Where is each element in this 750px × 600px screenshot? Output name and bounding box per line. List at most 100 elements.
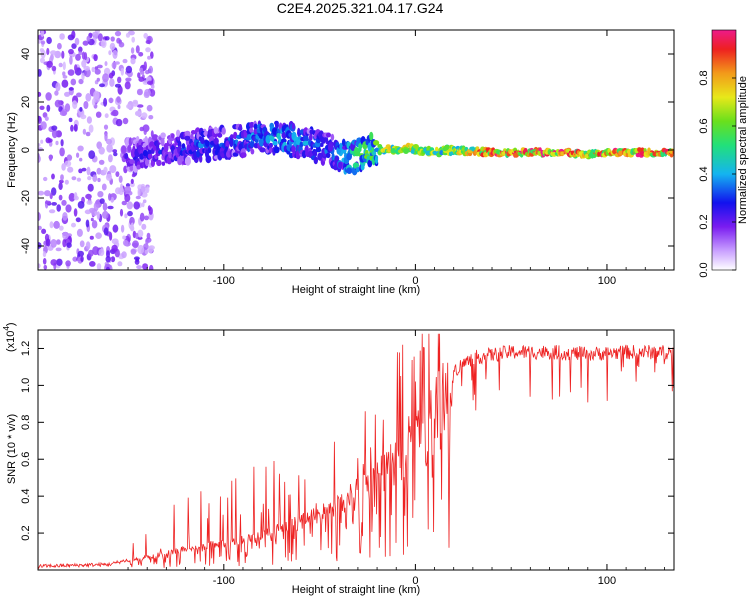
spectrogram-noise-cell <box>51 202 57 206</box>
spectrogram-signal-cell <box>163 142 169 153</box>
spectrogram-signal-cell <box>160 132 166 139</box>
spectrogram-noise-cell <box>139 212 145 222</box>
spectrogram-signal-core <box>448 148 452 152</box>
snr-frame <box>37 329 675 571</box>
spectrogram-noise-cell <box>105 173 113 181</box>
spectrogram-noise-cell <box>135 257 139 262</box>
spectrogram-noise-cell <box>143 127 147 136</box>
spectrogram-signal-cell <box>372 151 377 156</box>
spectrogram-signal-cell <box>584 153 589 159</box>
spectrogram-noise-cell <box>129 182 135 188</box>
spectrogram-noise-cell <box>56 239 61 245</box>
spectrogram-signal-core <box>486 150 490 154</box>
spectrogram-signal-cell <box>647 147 651 153</box>
spectrogram-signal-cell <box>291 144 296 154</box>
spectrogram-signal-cell <box>444 144 450 151</box>
spectrogram-noise-cell <box>62 212 68 221</box>
spectrogram-noise-cell <box>42 258 47 265</box>
spectrogram-signal-cell <box>326 132 331 138</box>
spectrogram-noise-cell <box>73 124 78 132</box>
spectrogram-noise-cell <box>74 37 80 46</box>
spectrogram-noise-cell <box>38 69 42 77</box>
spectrogram-ytick-label: 0 <box>20 147 32 153</box>
spectrogram-noise-cell <box>136 265 143 270</box>
spectrogram-noise-cell <box>58 194 63 201</box>
spectrogram-noise-cell <box>105 266 110 270</box>
spectrogram-noise-cell <box>119 208 124 217</box>
spectrogram-noise-cell <box>83 101 89 109</box>
colorbar-tick-label: 0.4 <box>698 166 710 181</box>
spectrogram-noise-cell <box>64 160 72 167</box>
spectrogram-signal-cell <box>190 133 194 140</box>
spectrogram-noise-cell <box>58 225 64 231</box>
spectrogram-noise-cell <box>64 91 71 97</box>
spectrogram-noise-cell <box>81 167 87 172</box>
spectrogram-noise-cell <box>55 140 59 146</box>
spectrogram-xtick-label: 0 <box>412 275 418 287</box>
spectrogram-noise-cell <box>67 166 74 173</box>
spectrogram-noise-cell <box>58 182 63 190</box>
colorbar-tick-label: 0.0 <box>698 262 710 277</box>
spectrogram-signal-cell <box>241 152 247 158</box>
spectrogram-noise-cell <box>108 193 112 201</box>
spectrogram-signal-cell <box>160 137 165 147</box>
spectrogram-noise-cell <box>92 174 98 182</box>
spectrogram-noise-cell <box>49 154 53 162</box>
spectrogram-noise-cell <box>145 70 150 75</box>
spectrogram-signal-cell <box>156 141 160 151</box>
spectrogram-noise-cell <box>118 41 125 48</box>
figure-title: C2E4.2025.321.04.17.G24 <box>277 0 444 16</box>
spectrogram-noise-cell <box>65 260 71 267</box>
spectrogram-noise-cell <box>49 221 54 229</box>
spectrogram-noise-cell <box>67 69 75 76</box>
spectrogram-noise-cell <box>124 213 128 219</box>
spectrogram-noise-cell <box>97 191 104 198</box>
spectrogram-noise-cell <box>109 42 116 51</box>
spectrogram-noise-cell <box>140 70 145 75</box>
spectrogram-noise-cell <box>78 78 84 85</box>
spectrogram-noise-cell <box>96 167 102 175</box>
spectrogram-noise-cell <box>76 152 80 158</box>
spectrogram-noise-cell <box>135 195 141 200</box>
spectrogram-noise-cell <box>51 125 58 131</box>
spectrogram-noise-cell <box>124 185 132 194</box>
spectrogram-noise-cell <box>102 73 109 83</box>
spectrogram-signal-cell <box>213 138 219 145</box>
spectrogram-noise-cell <box>122 117 129 125</box>
spectrogram-noise-cell <box>40 121 47 130</box>
spectrogram-noise-cell <box>137 244 145 255</box>
spectrogram-noise-cell <box>40 30 45 37</box>
spectrogram-noise-cell <box>45 238 51 247</box>
spectrogram-signal-cell <box>268 142 273 149</box>
snr-xtick-label: 100 <box>598 575 616 587</box>
spectrogram-noise-cell <box>85 131 91 137</box>
spectrogram-noise-cell <box>104 61 108 67</box>
spectrogram-signal-core <box>672 150 674 154</box>
spectrogram-noise-cell <box>138 76 145 82</box>
spectrogram-noise-cell <box>117 76 122 84</box>
spectrogram-noise-cell <box>98 248 105 257</box>
colorbar-label: Normalized spectral amplitude <box>737 76 749 224</box>
spectrogram-noise-cell <box>136 88 143 96</box>
spectrogram-noise-cell <box>145 40 151 44</box>
spectrogram-noise-cell <box>46 60 53 68</box>
spectrogram-noise-cell <box>68 87 74 91</box>
spectrogram-signal-cell <box>325 152 331 159</box>
spectrogram-noise-cell <box>140 186 146 193</box>
spectrogram-signal-cell <box>253 123 258 130</box>
spectrogram-noise-cell <box>51 187 57 196</box>
spectrogram-noise-cell <box>59 110 67 116</box>
spectrogram-noise-cell <box>62 71 66 76</box>
spectrogram-noise-cell <box>88 207 96 213</box>
snr-ytick-label: 1.0 <box>20 378 32 393</box>
spectrogram-noise-cell <box>39 48 45 53</box>
spectrogram-noise-cell <box>131 173 136 178</box>
spectrogram-noise-cell <box>104 113 109 119</box>
spectrogram-noise-cell <box>76 92 82 98</box>
spectrogram-signal-cell <box>303 135 309 142</box>
spectrogram-noise-cell <box>95 232 102 239</box>
spectrogram-noise-cell <box>75 217 81 223</box>
spectrogram-noise-cell <box>89 261 96 267</box>
spectrogram-signal-cell <box>373 140 380 146</box>
